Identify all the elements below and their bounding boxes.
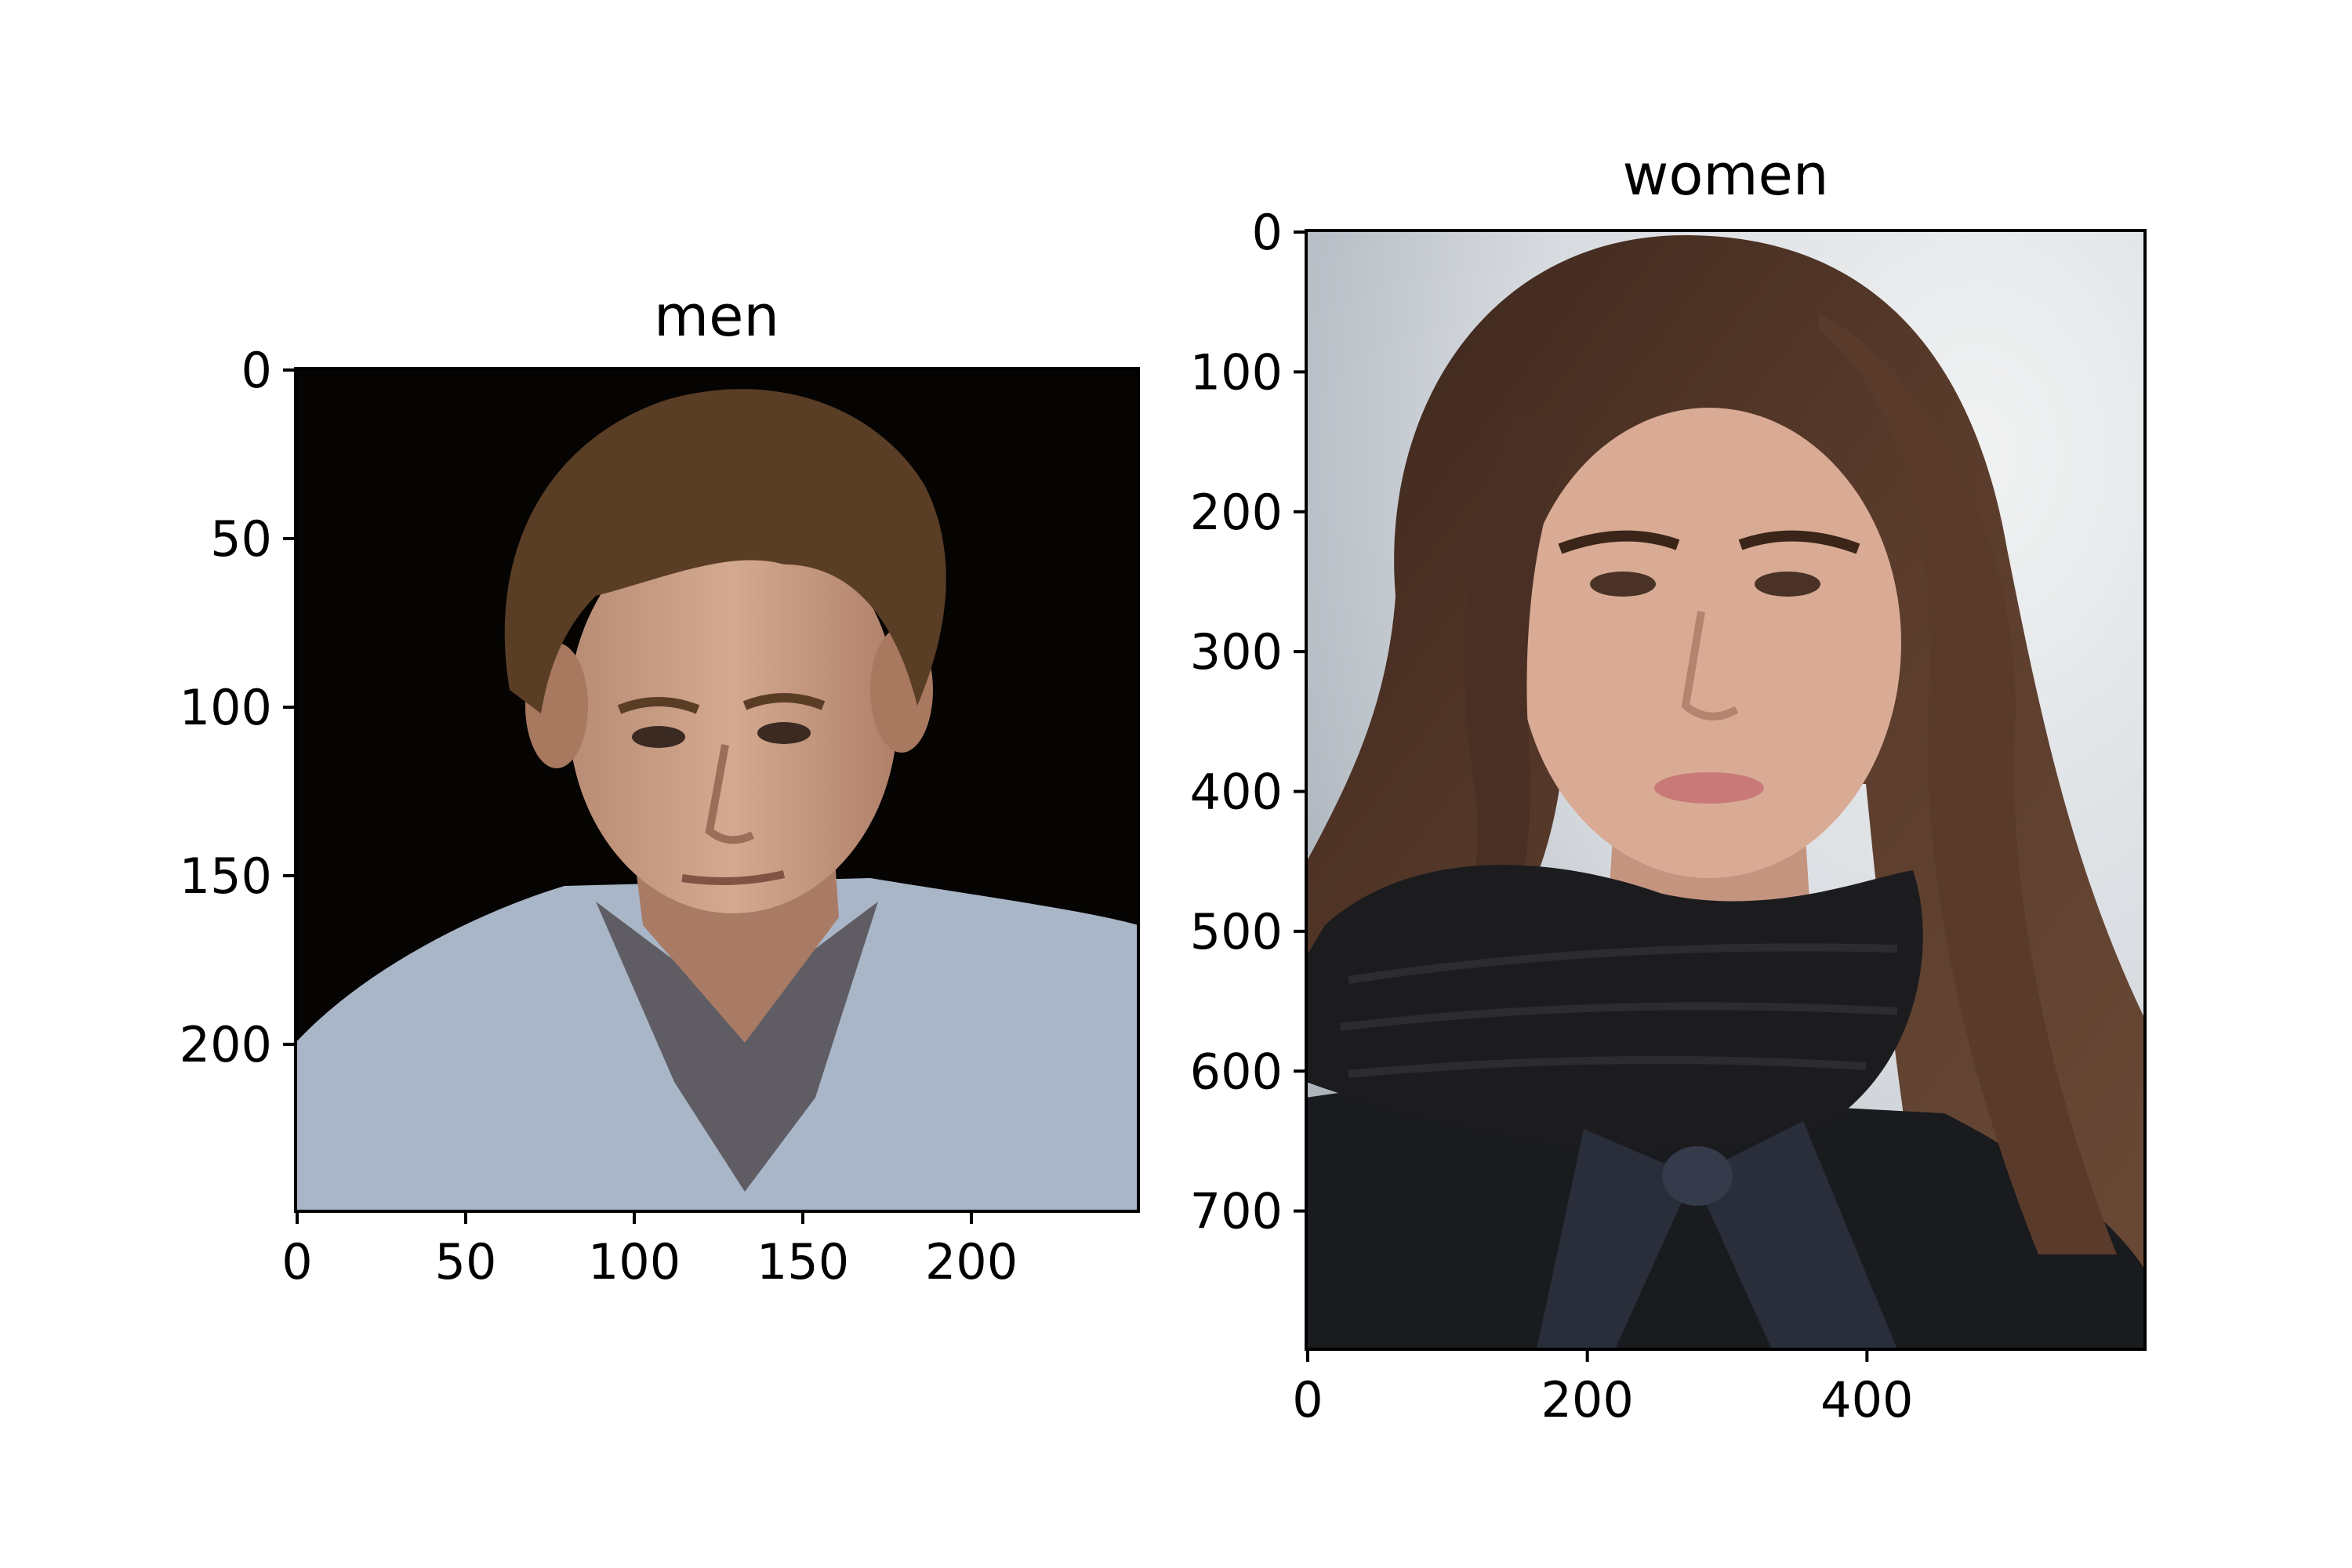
women-eye-right <box>1755 572 1820 597</box>
women-face <box>1517 408 1901 878</box>
axes-women: women <box>1190 142 2147 1428</box>
women-scarf-texture <box>1340 943 1898 1078</box>
women-bow <box>1537 1121 1897 1349</box>
women-bow-knot <box>1662 1146 1733 1206</box>
image-women <box>1306 230 2145 1349</box>
men-y-tick-label: 150 <box>180 848 272 905</box>
x-axis-men: 0 50 100 150 200 <box>281 1211 1018 1290</box>
men-y-tick-label: 0 <box>241 342 272 399</box>
men-x-tick-label: 200 <box>925 1233 1018 1290</box>
women-y-tick-label: 300 <box>1190 623 1283 681</box>
women-hair-right <box>1819 314 2117 1254</box>
men-collar <box>596 902 878 1192</box>
women-x-tick-label: 400 <box>1820 1371 1913 1428</box>
image-men <box>296 368 1138 1211</box>
axes-frame-men <box>294 367 1140 1213</box>
women-y-tick-label: 400 <box>1190 764 1283 821</box>
y-axis-men: 0 50 100 150 200 <box>180 342 296 1073</box>
axes-title-women: women <box>1622 142 1828 208</box>
men-face <box>568 514 898 913</box>
men-x-tick-label: 50 <box>435 1233 497 1290</box>
women-y-tick-label: 500 <box>1190 903 1283 960</box>
women-y-tick-label: 100 <box>1190 343 1283 401</box>
y-axis-women: 0 100 200 300 400 500 600 700 <box>1190 204 1306 1240</box>
women-x-tick-label: 200 <box>1541 1371 1633 1428</box>
men-nose <box>705 744 755 844</box>
men-brow-right <box>742 693 826 710</box>
men-eye-left <box>632 726 685 748</box>
men-x-tick-label: 150 <box>757 1233 849 1290</box>
men-hair <box>504 389 946 713</box>
women-lips <box>1654 772 1764 804</box>
women-brow-right <box>1738 530 1860 554</box>
women-x-tick-label: 0 <box>1292 1371 1323 1428</box>
x-axis-women: 0 200 400 <box>1292 1349 1914 1428</box>
women-y-tick-label: 200 <box>1190 484 1283 541</box>
men-y-tick-label: 100 <box>180 679 272 736</box>
men-mouth <box>681 870 786 885</box>
women-y-tick-label: 0 <box>1252 204 1283 261</box>
women-brow-left <box>1558 530 1680 554</box>
women-hair-left <box>1380 408 1576 1082</box>
women-y-tick-label: 600 <box>1190 1043 1283 1100</box>
men-x-tick-label: 100 <box>588 1233 681 1290</box>
men-x-tick-label: 0 <box>281 1233 312 1290</box>
men-eye-right <box>757 722 811 744</box>
axes-men: men <box>180 283 1140 1290</box>
axes-title-men: men <box>654 283 779 349</box>
men-y-tick-label: 200 <box>180 1016 272 1073</box>
women-eye-left <box>1590 572 1656 597</box>
women-nose <box>1681 611 1739 720</box>
men-y-tick-label: 50 <box>210 510 272 568</box>
women-y-tick-label: 700 <box>1190 1183 1283 1240</box>
men-brow-left <box>617 697 700 714</box>
